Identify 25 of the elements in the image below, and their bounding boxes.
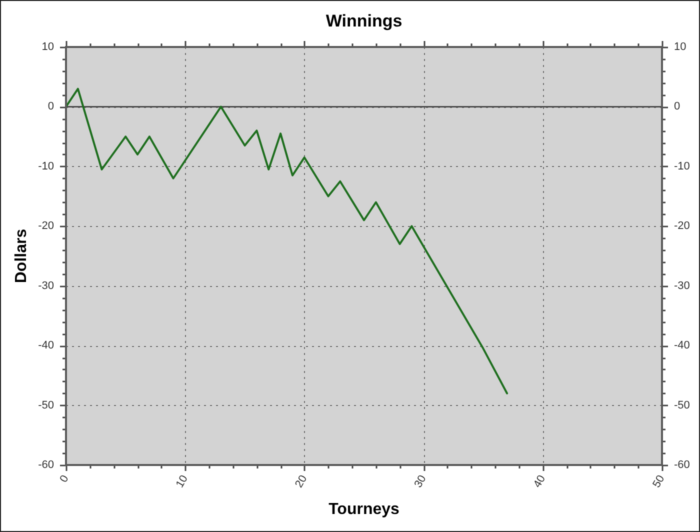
y-axis-title: Dollars: [13, 228, 30, 284]
y2-tick-label: -30: [674, 280, 690, 292]
y-tick-label: 10: [42, 41, 54, 54]
y-tick-label: -20: [38, 220, 54, 232]
y2-tick-label: 0: [674, 100, 680, 113]
x-axis-title: Tourneys: [328, 500, 400, 518]
x-tick-label: 50: [650, 473, 668, 490]
y2-tick-label: 10: [674, 41, 686, 54]
y-tick-label: -60: [38, 459, 54, 472]
y2-tick-label: -20: [674, 220, 690, 232]
chart-title: Winnings: [326, 12, 402, 31]
y-tick-label: -50: [38, 399, 54, 412]
x-tick-label: 20: [293, 473, 310, 490]
y-tick-label: 0: [48, 100, 54, 113]
y-tick-label: -30: [38, 280, 54, 292]
y2-tick-label: -40: [674, 340, 690, 352]
y-tick-label: -10: [38, 160, 54, 172]
x-tick-label: 10: [174, 473, 190, 490]
y2-tick-label: -50: [674, 399, 690, 412]
x-tick-label: 0: [58, 473, 72, 485]
y-tick-label: -40: [38, 340, 54, 352]
x-tick-label: 40: [532, 473, 548, 490]
y2-tick-label: -60: [674, 459, 690, 472]
y2-tick-label: -10: [674, 160, 690, 172]
x-tick-label: 30: [412, 473, 429, 490]
